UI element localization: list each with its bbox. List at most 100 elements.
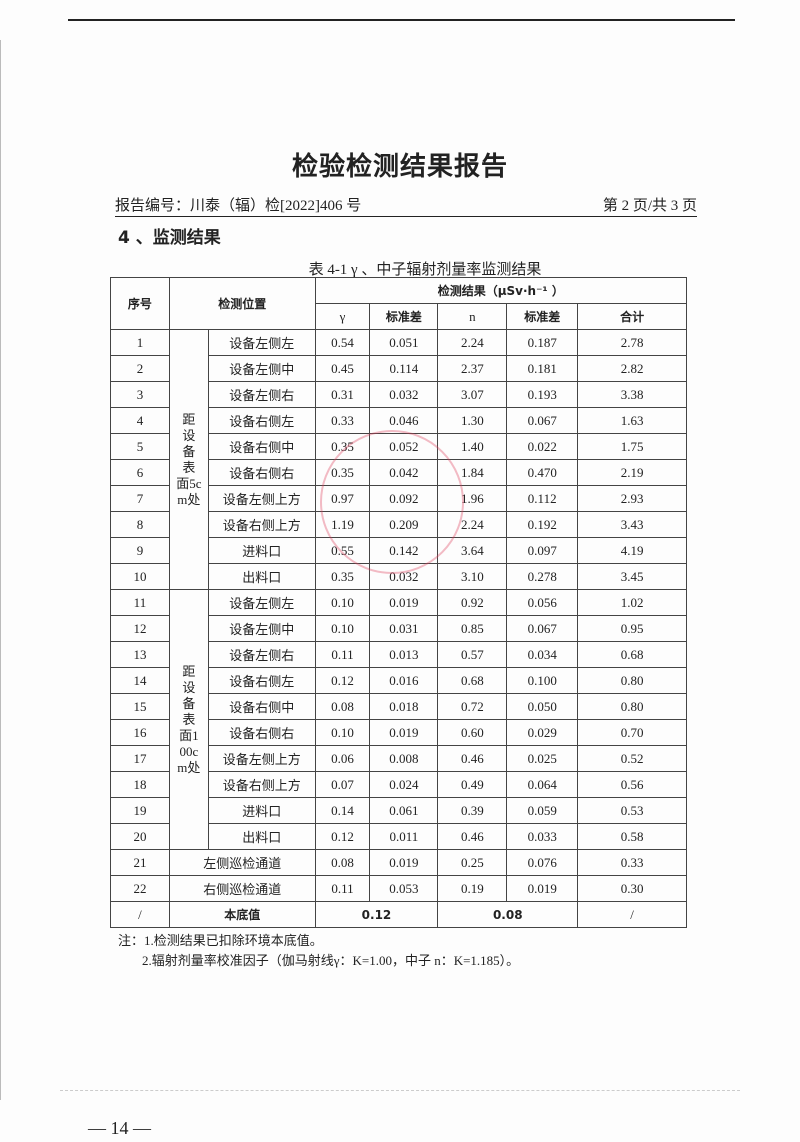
cell-n-std: 0.056 — [506, 589, 579, 616]
cell-position: 设备左侧左 — [207, 589, 316, 616]
cell-n-std: 0.192 — [506, 511, 579, 538]
cell-position: 设备右侧左 — [207, 407, 316, 434]
table-row: 2 设备左侧中 0.45 0.114 2.37 0.181 2.82 — [110, 355, 687, 382]
cell-position: 设备左侧中 — [207, 355, 316, 382]
cell-seq: 20 — [110, 823, 170, 850]
report-number: 报告编号：川泰（辐）检[2022]406 号 — [115, 198, 362, 214]
cell-n: 0.46 — [437, 823, 508, 850]
header-gamma: γ — [314, 303, 371, 330]
cell-gamma-std: 0.031 — [369, 615, 439, 642]
bg-gamma: 0.12 — [314, 901, 439, 928]
cell-seq: 7 — [110, 485, 170, 512]
cell-gamma-std: 0.018 — [369, 693, 439, 720]
header-seq: 序号 — [110, 277, 170, 330]
cell-n: 0.92 — [437, 589, 508, 616]
cell-gamma-std: 0.046 — [369, 407, 439, 434]
cell-n-std: 0.019 — [506, 875, 579, 902]
cell-gamma: 0.10 — [314, 589, 371, 616]
cell-gamma: 0.35 — [314, 563, 371, 590]
cell-seq: 15 — [110, 693, 170, 720]
cell-seq: 1 — [110, 329, 170, 356]
page-title: 检验检测结果报告 — [291, 152, 508, 182]
bottom-rule — [60, 1090, 740, 1091]
cell-position: 设备左侧右 — [207, 641, 316, 668]
cell-total: 0.56 — [577, 771, 687, 798]
cell-gamma-std: 0.019 — [369, 849, 439, 876]
cell-position: 设备右侧右 — [207, 459, 316, 486]
cell-position: 设备左侧左 — [207, 329, 316, 356]
cell-n: 0.68 — [437, 667, 508, 694]
table-row: 1 距设备表面5cm处 设备左侧左 0.54 0.051 2.24 0.187 2.78 — [110, 329, 687, 590]
header-n-std: 标准差 — [506, 303, 579, 330]
cell-n: 0.46 — [437, 745, 508, 772]
cell-n: 1.40 — [437, 433, 508, 460]
cell-gamma-std: 0.053 — [369, 875, 439, 902]
cell-position: 设备左侧右 — [207, 381, 316, 408]
group-100cm: 距设备表面100cm处 — [168, 589, 209, 850]
cell-position: 设备右侧中 — [207, 433, 316, 460]
cell-gamma: 0.07 — [314, 771, 371, 798]
table-caption: 表 4-1 γ 、中子辐射剂量率监测结果 — [308, 262, 542, 278]
cell-n-std: 0.029 — [506, 719, 579, 746]
cell-total: 1.63 — [577, 407, 687, 434]
cell-gamma-std: 0.011 — [369, 823, 439, 850]
cell-total: 1.02 — [577, 589, 687, 616]
cell-gamma: 0.08 — [314, 849, 371, 876]
cell-seq: 3 — [110, 381, 170, 408]
cell-position: 出料口 — [207, 563, 316, 590]
cell-n: 0.85 — [437, 615, 508, 642]
cell-gamma-std: 0.008 — [369, 745, 439, 772]
cell-total: 0.53 — [577, 797, 687, 824]
cell-gamma: 0.12 — [314, 823, 371, 850]
cell-n-std: 0.067 — [506, 407, 579, 434]
cell-gamma: 0.10 — [314, 719, 371, 746]
cell-gamma-std: 0.013 — [369, 641, 439, 668]
table-row: 13 设备左侧右 0.11 0.013 0.57 0.034 0.68 — [110, 641, 687, 668]
cell-n: 1.30 — [437, 407, 508, 434]
cell-seq: 19 — [110, 797, 170, 824]
page-edge — [0, 40, 1, 1100]
bg-total: / — [577, 901, 687, 928]
cell-seq: 10 — [110, 563, 170, 590]
cell-n: 3.10 — [437, 563, 508, 590]
cell-n: 2.37 — [437, 355, 508, 382]
cell-total: 4.19 — [577, 537, 687, 564]
cell-position: 设备左侧上方 — [207, 745, 316, 772]
table-row: 19 进料口 0.14 0.061 0.39 0.059 0.53 — [110, 797, 687, 824]
cell-total: 3.38 — [577, 381, 687, 408]
cell-n-std: 0.278 — [506, 563, 579, 590]
cell-total: 0.30 — [577, 875, 687, 902]
cell-n-std: 0.187 — [506, 329, 579, 356]
cell-seq: 6 — [110, 459, 170, 486]
cell-total: 0.33 — [577, 849, 687, 876]
cell-seq: 13 — [110, 641, 170, 668]
background-row: / 本底值 0.12 0.08/ — [110, 901, 687, 928]
cell-n: 0.57 — [437, 641, 508, 668]
cell-seq: 2 — [110, 355, 170, 382]
cell-total: 2.78 — [577, 329, 687, 356]
cell-seq: 17 — [110, 745, 170, 772]
cell-seq: 22 — [110, 875, 170, 902]
cell-n-std: 0.067 — [506, 615, 579, 642]
cell-gamma-std: 0.032 — [369, 381, 439, 408]
cell-position: 右侧巡检通道 — [168, 875, 316, 902]
cell-total: 0.95 — [577, 615, 687, 642]
bg-n: 0.08 — [437, 901, 579, 928]
cell-seq: 14 — [110, 667, 170, 694]
cell-n-std: 0.025 — [506, 745, 579, 772]
cell-total: 2.82 — [577, 355, 687, 382]
cell-n-std: 0.100 — [506, 667, 579, 694]
cell-seq: 4 — [110, 407, 170, 434]
cell-position: 设备右侧左 — [207, 667, 316, 694]
page-info: 第 2 页/共 3 页 — [602, 198, 697, 214]
cell-gamma: 0.54 — [314, 329, 371, 356]
cell-gamma: 0.12 — [314, 667, 371, 694]
cell-gamma: 0.33 — [314, 407, 371, 434]
table-row: 14 设备右侧左 0.12 0.016 0.68 0.100 0.80 — [110, 667, 687, 694]
cell-gamma-std: 0.061 — [369, 797, 439, 824]
cell-n: 0.72 — [437, 693, 508, 720]
header-gamma-std: 标准差 — [369, 303, 439, 330]
cell-gamma: 0.06 — [314, 745, 371, 772]
